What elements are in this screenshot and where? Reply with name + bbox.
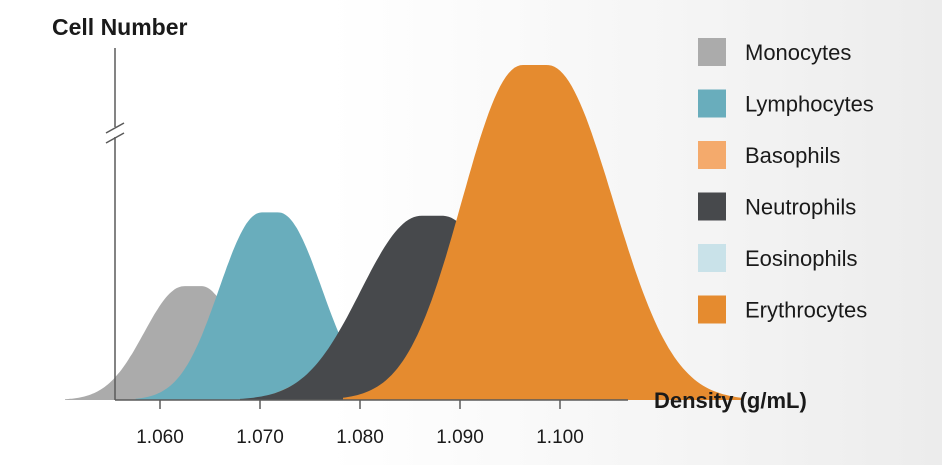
legend-label-monocytes: Monocytes xyxy=(745,40,851,65)
legend: Monocytes Lymphocytes Basophils Neutrophils… xyxy=(698,38,874,324)
axis-break-mark-1 xyxy=(105,122,125,134)
legend-label-lymphocytes: Lymphocytes xyxy=(745,92,874,117)
x-axis-ticks: 1.060 1.070 1.080 1.090 1.100 xyxy=(136,400,584,448)
x-tick-label: 1.070 xyxy=(236,427,284,448)
legend-swatch-eosinophils xyxy=(698,244,726,272)
legend-swatch-lymphocytes xyxy=(698,89,726,118)
curve-erythrocytes xyxy=(343,65,743,400)
legend-label-eosinophils: Eosinophils xyxy=(745,246,858,271)
legend-swatch-erythrocytes xyxy=(698,295,726,324)
axis-break-mark-2 xyxy=(105,132,125,144)
chart-axes xyxy=(105,48,628,401)
x-tick-label: 1.060 xyxy=(136,427,184,448)
x-tick-label: 1.100 xyxy=(536,427,584,448)
x-axis-title: Density (g/mL) xyxy=(654,388,807,413)
legend-swatch-basophils xyxy=(698,141,726,169)
legend-label-basophils: Basophils xyxy=(745,143,840,168)
chart-curves xyxy=(65,65,743,400)
legend-swatch-monocytes xyxy=(698,38,726,66)
x-tick-label: 1.090 xyxy=(436,427,484,448)
legend-label-neutrophils: Neutrophils xyxy=(745,195,856,220)
y-axis-title: Cell Number xyxy=(52,14,188,40)
legend-label-erythrocytes: Erythrocytes xyxy=(745,298,867,323)
x-tick-label: 1.080 xyxy=(336,427,384,448)
legend-swatch-neutrophils xyxy=(698,192,726,221)
